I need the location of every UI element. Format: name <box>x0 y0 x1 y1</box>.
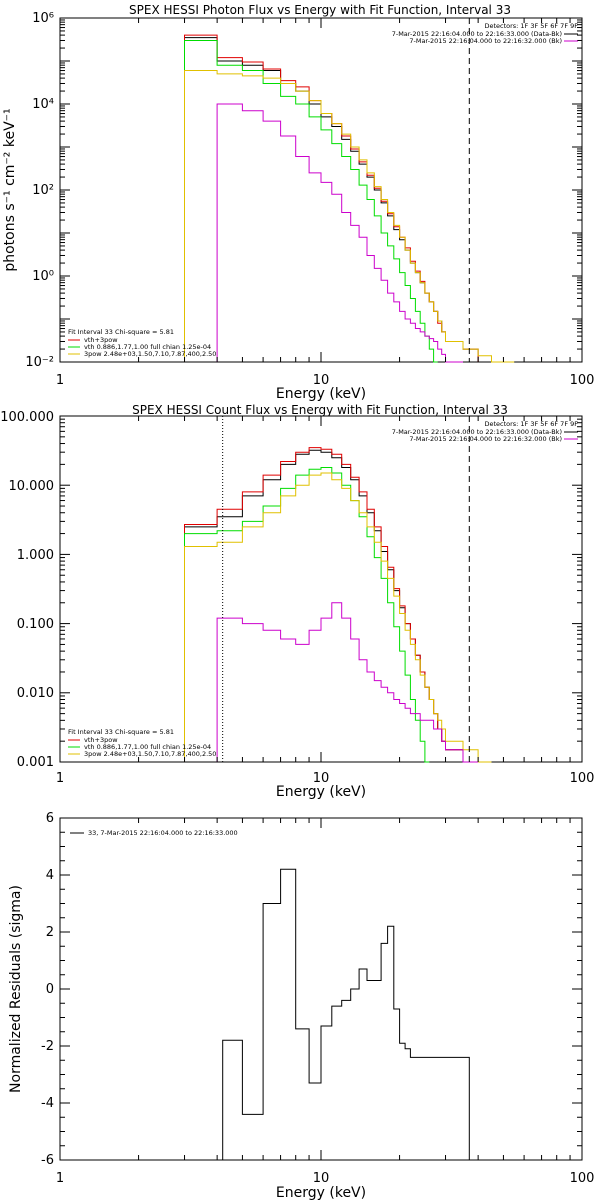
photon-flux-y-tick-1e6: 10⁶ <box>32 11 54 26</box>
count-flux-x-tick-100: 100 <box>570 771 595 786</box>
count-flux-y-tick-0.001: 0.001 <box>17 755 54 770</box>
count-flux-x-tick-10: 10 <box>313 771 330 786</box>
count-flux-y-tick-1.000: 1.000 <box>17 548 54 563</box>
count-flux-header-detectors: Detectors: 1F 3F 5F 6F 7F 9F <box>484 420 578 428</box>
count-flux-panel: SPEX HESSI Count Flux vs Energy with Fit… <box>0 403 594 800</box>
residuals-y-tick-neg6: -6 <box>41 1153 54 1168</box>
count-flux-header-data: 7-Mar-2015 22:16:04.000 to 22:16:33.000 … <box>392 428 562 436</box>
photon-flux-panel: SPEX HESSI Photon Flux vs Energy with Fi… <box>2 3 594 402</box>
residuals-y-tick-6: 6 <box>46 811 54 826</box>
count-flux-x-tick-1: 1 <box>56 771 64 786</box>
photon-flux-y-tick-1e2: 10² <box>32 183 54 198</box>
photon-flux-legend-pow: 3pow 2.48e+03,1.50,7.10,7.87,400,2.50 <box>84 350 216 358</box>
residuals-x-tick-100: 100 <box>570 1171 595 1186</box>
photon-flux-x-tick-1: 1 <box>56 373 64 388</box>
residuals-series <box>222 868 470 1160</box>
photon-flux-y-tick-1e-2: 10⁻² <box>25 355 54 370</box>
photon-flux-series-bk <box>216 103 463 363</box>
count-flux-header-bk: 7-Mar-2015 22:16:04.000 to 22:16:32.000 … <box>409 435 562 443</box>
count-flux-ticks <box>59 415 583 763</box>
residuals-y-tick-4: 4 <box>46 868 54 883</box>
count-flux-x-label: Energy (keV) <box>276 784 366 800</box>
count-flux-y-tick-0.010: 0.010 <box>17 686 54 701</box>
count-flux-y-tick-10.000: 10.000 <box>9 479 55 494</box>
residuals-y-label: Normalized Residuals (sigma) <box>8 885 24 1093</box>
count-flux-series <box>184 416 492 763</box>
count-flux-y-tick-100.000: 100.000 <box>0 410 54 425</box>
residuals-y-tick-2: 2 <box>46 925 54 940</box>
count-flux-y-tick-0.100: 0.100 <box>17 617 54 632</box>
photon-flux-y-label: photons s⁻¹ cm⁻² keV⁻¹ <box>2 108 18 271</box>
count-flux-legend-fit: Fit Interval 33 Chi-square = 5.81 <box>68 728 174 736</box>
photon-flux-x-label: Energy (keV) <box>276 386 366 402</box>
photon-flux-series <box>184 18 515 363</box>
count-flux-series-bk <box>216 602 479 763</box>
residuals-y-tick-neg2: -2 <box>41 1039 54 1054</box>
photon-flux-x-tick-100: 100 <box>570 373 595 388</box>
count-flux-legend-total: vth+3pow <box>84 736 118 744</box>
residuals-y-tick-neg4: -4 <box>41 1096 54 1111</box>
count-flux-series-vth <box>184 467 430 763</box>
residuals-series-33 <box>222 868 470 1160</box>
residuals-panel: 1 10 100 -6 -4 -2 0 2 4 6 Energy (keV) N… <box>8 811 594 1200</box>
photon-flux-header-data: 7-Mar-2015 22:16:04.000 to 22:16:33.000 … <box>392 30 562 38</box>
count-flux-legend-pow: 3pow 2.48e+03,1.50,7.10,7.87,400,2.50 <box>84 750 216 758</box>
photon-flux-x-tick-10: 10 <box>313 373 330 388</box>
residuals-y-tick-0: 0 <box>46 982 54 997</box>
photon-flux-legend-vth: vth 0.886,1.77,1.00 full chian 1.25e-04 <box>84 343 211 351</box>
photon-flux-series-3pow <box>184 70 515 363</box>
photon-flux-legend-fit: Fit Interval 33 Chi-square = 5.81 <box>68 328 174 336</box>
residuals-x-tick-1: 1 <box>56 1171 64 1186</box>
residuals-legend: 33, 7-Mar-2015 22:16:04.000 to 22:16:33.… <box>88 829 238 837</box>
count-flux-legend-vth: vth 0.886,1.77,1.00 full chian 1.25e-04 <box>84 743 211 751</box>
photon-flux-header-detectors: Detectors: 1F 3F 5F 6F 7F 9F <box>484 22 578 30</box>
residuals-x-tick-10: 10 <box>313 1171 330 1186</box>
photon-flux-legend-total: vth+3pow <box>84 336 118 344</box>
photon-flux-header-bk: 7-Mar-2015 22:16:04.000 to 22:16:32.000 … <box>409 37 562 45</box>
photon-flux-title: SPEX HESSI Photon Flux vs Energy with Fi… <box>129 3 511 17</box>
residuals-x-label: Energy (keV) <box>276 1185 366 1200</box>
residuals-ticks <box>59 817 583 1161</box>
photon-flux-series-vth <box>184 40 438 363</box>
photon-flux-y-tick-1e0: 10⁰ <box>32 269 54 284</box>
count-flux-series-3pow <box>184 472 492 763</box>
photon-flux-ticks <box>59 17 583 363</box>
count-flux-title: SPEX HESSI Count Flux vs Energy with Fit… <box>132 403 508 417</box>
photon-flux-y-tick-1e4: 10⁴ <box>32 97 54 112</box>
